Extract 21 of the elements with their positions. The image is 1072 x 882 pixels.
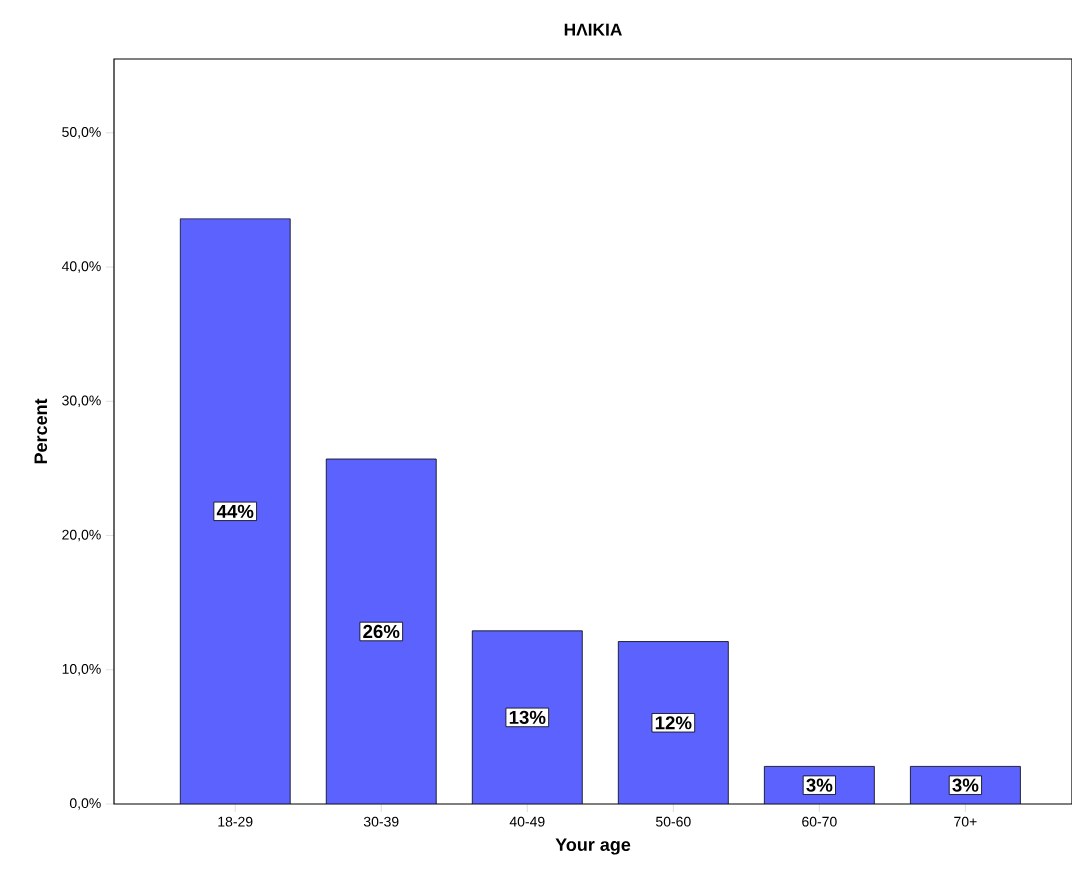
x-tick-label: 50-60 bbox=[655, 816, 691, 827]
x-tick-label: 40-49 bbox=[509, 816, 545, 827]
x-axis-title: Your age bbox=[555, 838, 631, 855]
y-tick-label: 30,0% bbox=[62, 395, 101, 408]
data-label: 12% bbox=[655, 716, 692, 730]
data-label: 3% bbox=[952, 778, 979, 792]
x-tick-label: 60-70 bbox=[802, 816, 837, 827]
x-tick-label: 18-29 bbox=[218, 816, 253, 827]
data-label: 44% bbox=[216, 504, 254, 518]
y-tick-label: 20,0% bbox=[62, 529, 101, 542]
x-tick-label: 70+ bbox=[954, 816, 977, 827]
y-tick-label: 10,0% bbox=[62, 663, 101, 676]
data-label: 3% bbox=[806, 778, 833, 792]
y-tick-label: 0,0% bbox=[69, 798, 101, 810]
y-axis-title: Percent bbox=[34, 398, 48, 464]
data-label: 26% bbox=[363, 624, 400, 639]
data-label: 13% bbox=[509, 710, 546, 725]
y-tick-label: 50,0% bbox=[62, 127, 101, 139]
y-tick-label: 40,0% bbox=[61, 261, 101, 273]
x-tick-label: 30-39 bbox=[363, 816, 399, 827]
chart-title: ΗΛΙΚΙΑ bbox=[564, 23, 622, 36]
